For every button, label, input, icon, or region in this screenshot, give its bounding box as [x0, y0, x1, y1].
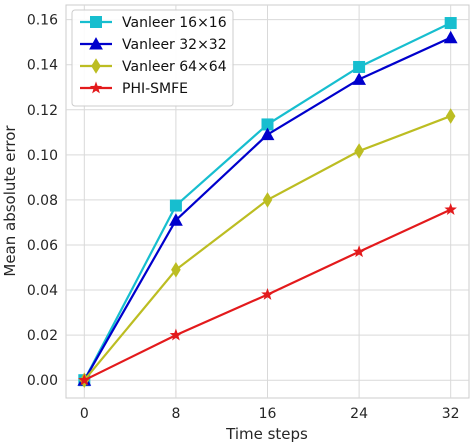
legend-label: Vanleer 64×64 — [122, 59, 227, 75]
x-tick-label: 24 — [350, 406, 368, 422]
data-point-star-marker — [169, 328, 183, 341]
y-tick-label: 0.12 — [27, 103, 58, 119]
data-point-diamond-marker — [171, 261, 181, 278]
data-point-triangle-marker — [260, 127, 275, 141]
data-point-triangle-marker — [89, 37, 103, 50]
y-tick-label: 0.00 — [27, 373, 58, 389]
data-point-diamond-marker — [262, 192, 273, 208]
legend-item: Vanleer 64×64 — [80, 58, 227, 75]
data-point-star-marker — [78, 373, 91, 386]
data-point-star-marker — [352, 245, 366, 258]
x-tick-label: 0 — [80, 406, 89, 422]
data-point-star-marker — [261, 287, 274, 300]
data-point-square-marker — [169, 199, 182, 212]
y-tick-label: 0.10 — [27, 148, 58, 164]
series-4 — [78, 203, 457, 386]
y-axis-label: Mean absolute error — [1, 125, 19, 277]
legend-box — [71, 9, 234, 107]
data-point-diamond-marker — [445, 108, 456, 124]
x-axis-label: Time steps — [225, 425, 308, 443]
legend-label: Vanleer 32×32 — [122, 37, 227, 53]
data-point-diamond-marker — [91, 58, 101, 74]
data-point-star-marker — [89, 81, 103, 94]
y-tick-label: 0.16 — [27, 13, 58, 29]
y-tick-labels: 0.00 0.02 0.04 0.06 0.08 0.10 0.12 0.14 0.16 — [27, 13, 58, 390]
x-tick-label: 16 — [259, 406, 277, 422]
legend-item: PHI-SMFE — [80, 81, 188, 97]
x-tick-label: 32 — [442, 406, 460, 422]
data-point-square-marker — [353, 60, 366, 73]
data-point-square-marker — [90, 16, 102, 28]
x-tick-labels: 0 8 16 24 32 — [80, 406, 460, 422]
legend-item: Vanleer 32×32 — [80, 37, 227, 53]
y-tick-label: 0.08 — [27, 193, 58, 209]
y-tick-label: 0.14 — [27, 58, 58, 74]
data-point-square-marker — [261, 118, 274, 131]
data-point-triangle-marker — [443, 30, 458, 44]
data-point-star-marker — [444, 203, 457, 215]
series-layer — [77, 17, 458, 388]
legend-label: PHI-SMFE — [122, 81, 188, 97]
y-tick-label: 0.06 — [27, 238, 58, 254]
legend: Vanleer 16×16 Vanleer 32×32 Vanleer 64×64 P… — [71, 9, 234, 107]
data-point-triangle-marker — [352, 72, 366, 85]
legend-item: Vanleer 16×16 — [80, 15, 227, 31]
y-tick-label: 0.02 — [27, 328, 58, 344]
legend-label: Vanleer 16×16 — [122, 15, 227, 31]
data-point-diamond-marker — [354, 143, 364, 159]
y-tick-label: 0.04 — [27, 283, 58, 299]
x-tick-label: 8 — [171, 406, 180, 422]
data-point-square-marker — [444, 17, 457, 30]
data-point-triangle-marker — [169, 213, 183, 226]
series-2 — [77, 30, 458, 386]
